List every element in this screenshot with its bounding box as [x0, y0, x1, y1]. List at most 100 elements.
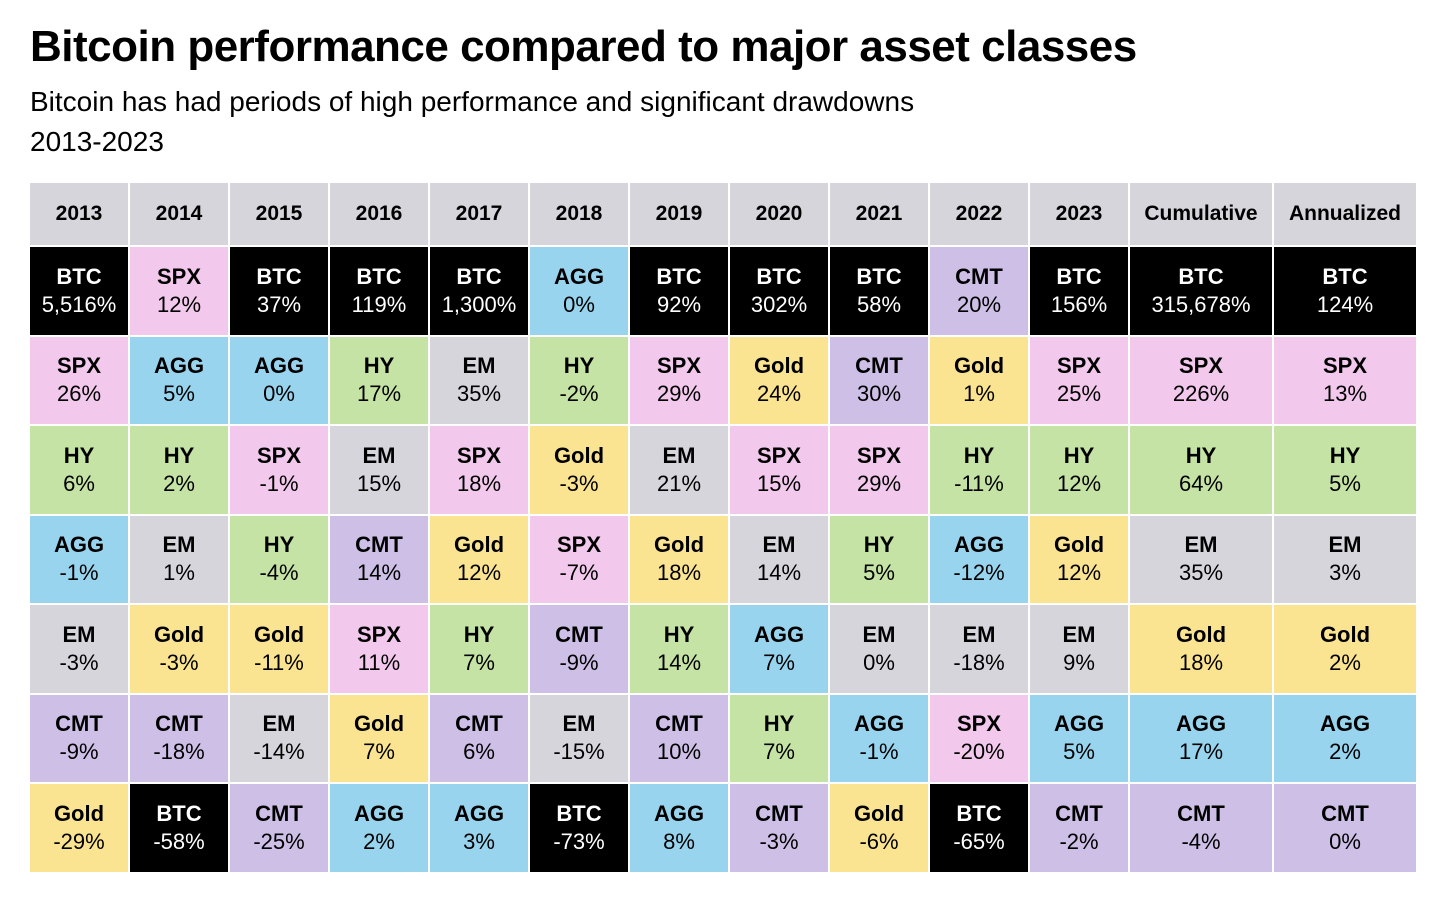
- asset-label: AGG: [153, 353, 205, 379]
- asset-cell: BTC 119%: [330, 247, 430, 337]
- asset-label: BTC: [1322, 263, 1368, 289]
- asset-return: 21%: [656, 470, 702, 496]
- asset-cell: SPX -7%: [530, 515, 630, 605]
- asset-label: CMT: [355, 532, 403, 558]
- asset-label: CMT: [955, 263, 1003, 289]
- asset-cell: HY 5%: [1274, 426, 1418, 516]
- asset-label: SPX: [756, 442, 802, 468]
- asset-cell: EM 35%: [430, 336, 530, 426]
- asset-label: SPX: [656, 353, 702, 379]
- asset-return: 35%: [1178, 560, 1224, 586]
- asset-cell: HY -2%: [530, 336, 630, 426]
- asset-cell: SPX 12%: [130, 247, 230, 337]
- asset-return: 1%: [163, 560, 195, 586]
- asset-return: -7%: [559, 560, 599, 586]
- asset-cell: EM -18%: [930, 605, 1030, 695]
- asset-label: HY: [63, 442, 95, 468]
- asset-return: 12%: [456, 560, 502, 586]
- asset-cell: EM -14%: [230, 694, 330, 784]
- asset-return: 7%: [763, 649, 795, 675]
- asset-return: 29%: [856, 470, 902, 496]
- asset-cell: CMT -9%: [530, 605, 630, 695]
- asset-label: HY: [563, 353, 595, 379]
- asset-label: AGG: [453, 800, 505, 826]
- asset-cell: BTC 302%: [730, 247, 830, 337]
- asset-return: -9%: [59, 739, 99, 765]
- asset-cell: EM 3%: [1274, 515, 1418, 605]
- asset-label: HY: [263, 532, 295, 558]
- asset-return: 226%: [1172, 381, 1230, 407]
- asset-label: Gold: [1175, 621, 1227, 647]
- asset-cell: AGG -1%: [30, 515, 130, 605]
- asset-cell: HY 12%: [1030, 426, 1130, 516]
- asset-return: 2%: [363, 828, 395, 854]
- asset-cell: SPX -20%: [930, 694, 1030, 784]
- column-header: 2023: [1030, 183, 1130, 247]
- asset-label: BTC: [456, 263, 502, 289]
- asset-return: -11%: [954, 470, 1004, 496]
- asset-return: 18%: [1178, 649, 1224, 675]
- asset-label: HY: [963, 442, 995, 468]
- chart-title: Bitcoin performance compared to major as…: [30, 22, 1137, 71]
- asset-return: -2%: [1059, 828, 1099, 854]
- asset-return: 5%: [863, 560, 895, 586]
- asset-return: -15%: [553, 739, 605, 765]
- asset-return: -18%: [953, 649, 1005, 675]
- asset-return: 17%: [356, 381, 402, 407]
- asset-cell: AGG -12%: [930, 515, 1030, 605]
- asset-label: EM: [1184, 532, 1218, 558]
- asset-return: 0%: [563, 291, 595, 317]
- asset-label: CMT: [755, 800, 803, 826]
- asset-label: CMT: [455, 711, 503, 737]
- asset-cell: EM 0%: [830, 605, 930, 695]
- asset-return: 6%: [63, 470, 95, 496]
- asset-label: EM: [462, 353, 496, 379]
- asset-return: -1%: [59, 560, 99, 586]
- asset-cell: CMT -2%: [1030, 784, 1130, 874]
- asset-cell: Gold 2%: [1274, 605, 1418, 695]
- asset-label: EM: [762, 532, 796, 558]
- column-header: 2021: [830, 183, 930, 247]
- asset-label: Gold: [353, 711, 405, 737]
- asset-label: BTC: [956, 800, 1002, 826]
- asset-label: AGG: [953, 532, 1005, 558]
- asset-label: AGG: [653, 800, 705, 826]
- asset-return: 58%: [856, 291, 902, 317]
- asset-label: SPX: [956, 711, 1002, 737]
- column-header: 2013: [30, 183, 130, 247]
- asset-label: Gold: [153, 621, 205, 647]
- asset-label: HY: [663, 621, 695, 647]
- asset-cell: SPX 18%: [430, 426, 530, 516]
- chart-subtitle: Bitcoin has had periods of high performa…: [30, 86, 915, 117]
- column-header: 2017: [430, 183, 530, 247]
- asset-cell: Gold -3%: [530, 426, 630, 516]
- asset-cell: CMT 30%: [830, 336, 930, 426]
- asset-label: HY: [863, 532, 895, 558]
- asset-label: CMT: [255, 800, 303, 826]
- asset-return: -3%: [159, 649, 199, 675]
- asset-cell: CMT -3%: [730, 784, 830, 874]
- asset-cell: SPX 15%: [730, 426, 830, 516]
- asset-cell: AGG 0%: [230, 336, 330, 426]
- asset-return: -14%: [253, 739, 305, 765]
- asset-cell: Gold -6%: [830, 784, 930, 874]
- asset-label: SPX: [456, 442, 502, 468]
- asset-label: BTC: [256, 263, 302, 289]
- asset-label: BTC: [56, 263, 102, 289]
- asset-cell: EM 14%: [730, 515, 830, 605]
- asset-cell: SPX 25%: [1030, 336, 1130, 426]
- asset-label: CMT: [555, 621, 603, 647]
- asset-cell: BTC 1,300%: [430, 247, 530, 337]
- asset-cell: SPX 26%: [30, 336, 130, 426]
- asset-cell: AGG 2%: [1274, 694, 1418, 784]
- asset-cell: Gold 1%: [930, 336, 1030, 426]
- asset-return: 30%: [856, 381, 902, 407]
- asset-return: 20%: [956, 291, 1002, 317]
- asset-return: 15%: [356, 470, 402, 496]
- asset-cell: BTC 315,678%: [1130, 247, 1274, 337]
- column-header: 2019: [630, 183, 730, 247]
- asset-label: EM: [162, 532, 196, 558]
- asset-return: -4%: [259, 560, 299, 586]
- asset-return: 14%: [356, 560, 402, 586]
- asset-cell: Gold -29%: [30, 784, 130, 874]
